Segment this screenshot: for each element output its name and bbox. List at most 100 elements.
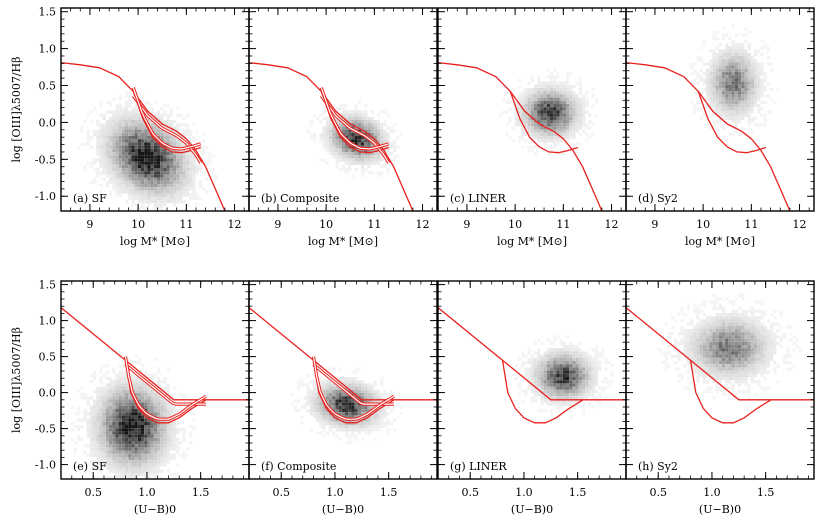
density-cell [559,139,563,143]
density-cell [550,107,554,111]
density-cell [144,193,148,197]
density-cell [559,396,563,400]
density-cell [121,437,125,441]
y-tick-label: 1.5 [39,6,57,19]
density-cell [364,116,368,120]
density-cell [367,409,371,413]
density-cell [578,351,582,355]
density-cell [201,152,205,156]
density-cell [182,155,186,159]
density-cell [524,123,528,127]
density-cell [125,373,129,377]
density-cell [322,386,326,390]
density-cell [351,132,355,136]
density-cell [96,460,100,464]
density-cell [354,389,358,393]
density-cell [680,319,684,323]
density-cell [112,405,116,409]
density-cell [83,393,87,397]
density-cell [322,434,326,438]
density-cell [121,168,125,172]
density-cell [572,380,576,384]
density-cell [527,110,531,114]
density-cell [674,348,678,352]
density-cell [163,139,167,143]
density-cell [763,78,767,82]
density-cell [131,107,135,111]
density-cell [357,389,361,393]
density-cell [361,158,365,162]
density-cell [131,158,135,162]
density-cell [112,184,116,188]
density-cell [128,126,132,130]
density-cell [562,393,566,397]
density-cell [128,437,132,441]
density-cell [160,190,164,194]
density-cell [141,129,145,133]
density-cell [169,437,173,441]
density-cell [718,97,722,101]
density-cell [725,52,729,56]
density-cell [99,171,103,175]
density-cell [322,383,326,387]
density-cell [760,84,764,88]
density-cell [118,136,122,140]
density-cell [115,425,119,429]
density-cell [118,457,122,461]
density-cell [508,120,512,124]
density-cell [712,120,716,124]
density-cell [543,139,547,143]
density-cell [377,158,381,162]
density-cell [550,370,554,374]
density-cell [553,386,557,390]
density-cell [677,373,681,377]
density-cell [118,476,122,479]
density-cell [141,441,145,445]
density-cell [553,88,557,92]
density-cell [738,72,742,76]
density-cell [521,113,525,117]
density-cell [121,415,125,419]
density-cell [534,367,538,371]
density-cell [712,78,716,82]
density-cell [102,373,106,377]
density-cell [153,469,157,473]
density-cell [357,431,361,435]
density-cell [201,132,205,136]
density-cell [173,405,177,409]
density-cell [150,180,154,184]
density-cell [166,136,170,140]
density-cell [182,184,186,188]
density-cell [125,386,129,390]
density-cell [128,91,132,95]
density-cell [364,421,368,425]
density-cell [521,129,525,133]
density-cell [208,152,212,156]
density-cell [530,110,534,114]
density-cell [556,348,560,352]
density-cell [588,386,592,390]
density-cell [543,383,547,387]
density-cell [99,184,103,188]
density-cell [335,120,339,124]
x-tick-label: 1.0 [515,486,533,499]
density-cell [585,123,589,127]
density-cell [128,193,132,197]
density-cell [115,460,119,464]
density-cell [322,158,326,162]
density-cell [383,110,387,114]
density-cell [137,425,141,429]
density-cell [313,402,317,406]
density-cell [690,100,694,104]
density-cell [537,367,541,371]
density-cell [578,104,582,108]
density-cell [677,351,681,355]
density-cell [115,437,119,441]
density-cell [731,46,735,50]
density-cell [201,148,205,152]
density-cell [582,104,586,108]
density-cell [569,84,573,88]
density-cell [754,72,758,76]
density-cell [201,145,205,149]
density-cell [582,354,586,358]
